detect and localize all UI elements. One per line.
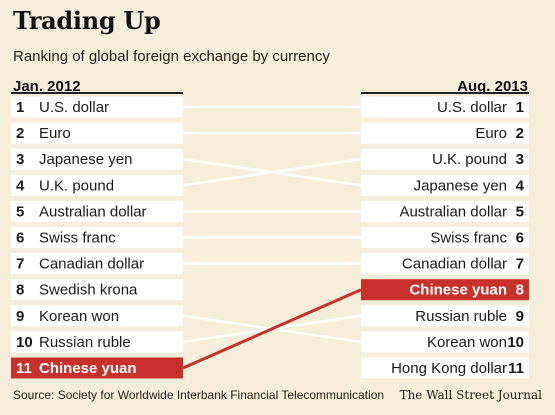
left-row-8 bbox=[11, 279, 183, 301]
left-rank-5: 5 bbox=[16, 203, 24, 220]
right-row-10 bbox=[361, 331, 529, 353]
right-row-8 bbox=[361, 279, 529, 301]
left-rank-4: 4 bbox=[16, 177, 25, 194]
left-row-6 bbox=[11, 227, 183, 248]
left-rank-6: 6 bbox=[16, 230, 24, 247]
chart-title: Trading Up bbox=[13, 6, 161, 35]
left-column-header: Jan. 2012 bbox=[13, 78, 81, 95]
right-rank-5: 5 bbox=[516, 203, 524, 220]
right-row-4 bbox=[361, 174, 529, 196]
left-currency-9: Korean won bbox=[39, 308, 119, 325]
right-row-2 bbox=[361, 122, 529, 144]
right-row-9 bbox=[361, 305, 529, 327]
link-line-chinese-yuan bbox=[182, 288, 362, 370]
right-row-11 bbox=[361, 357, 529, 379]
left-row-7 bbox=[11, 253, 183, 275]
right-currency-2: Euro bbox=[475, 125, 507, 142]
left-currency-3: Japanese yen bbox=[39, 151, 132, 168]
left-rank-7: 7 bbox=[16, 256, 24, 273]
left-rank-10: 10 bbox=[16, 334, 33, 351]
right-currency-11: Hong Kong dollar bbox=[391, 360, 507, 377]
right-rank-8: 8 bbox=[516, 282, 524, 299]
right-row-7 bbox=[361, 253, 529, 275]
publisher-credit: The Wall Street Journal bbox=[399, 388, 542, 402]
right-currency-7: Canadian dollar bbox=[402, 256, 507, 273]
right-column-header: Aug. 2013 bbox=[457, 78, 528, 95]
left-currency-11: Chinese yuan bbox=[39, 360, 137, 377]
right-currency-9: Russian ruble bbox=[415, 308, 507, 325]
left-row-1 bbox=[11, 96, 183, 118]
left-row-9 bbox=[11, 305, 183, 327]
right-row-6 bbox=[361, 227, 529, 248]
left-row-5 bbox=[11, 200, 183, 222]
left-row-10 bbox=[11, 331, 183, 353]
right-rank-9: 9 bbox=[516, 308, 524, 325]
left-rank-2: 2 bbox=[16, 125, 24, 142]
left-rank-8: 8 bbox=[16, 282, 24, 299]
right-currency-1: U.S. dollar bbox=[437, 99, 507, 116]
left-rank-9: 9 bbox=[16, 308, 24, 325]
chart-subtitle: Ranking of global foreign exchange by cu… bbox=[13, 48, 330, 65]
right-rank-4: 4 bbox=[516, 177, 525, 194]
right-rank-6: 6 bbox=[516, 230, 524, 247]
right-header-rule bbox=[361, 92, 529, 94]
left-currency-2: Euro bbox=[39, 125, 71, 142]
right-currency-10: Korean won bbox=[427, 334, 507, 351]
right-rank-3: 3 bbox=[516, 151, 524, 168]
left-row-2 bbox=[11, 122, 183, 144]
right-rank-1: 1 bbox=[516, 99, 524, 116]
left-rank-1: 1 bbox=[16, 99, 24, 116]
right-rank-11: 11 bbox=[508, 360, 524, 377]
right-currency-5: Australian dollar bbox=[399, 203, 507, 220]
left-row-3 bbox=[11, 148, 183, 170]
right-row-5 bbox=[361, 200, 529, 222]
left-rank-3: 3 bbox=[16, 151, 24, 168]
left-header-rule bbox=[11, 92, 183, 94]
left-currency-10: Russian ruble bbox=[39, 334, 131, 351]
left-currency-1: U.S. dollar bbox=[39, 99, 109, 116]
right-row-3 bbox=[361, 148, 529, 170]
left-row-4 bbox=[11, 174, 183, 196]
right-rank-2: 2 bbox=[516, 125, 524, 142]
left-currency-6: Swiss franc bbox=[39, 230, 116, 247]
source-note: Source: Society for Worldwide Interbank … bbox=[13, 388, 385, 402]
right-currency-8: Chinese yuan bbox=[409, 282, 507, 299]
right-currency-3: U.K. pound bbox=[432, 151, 507, 168]
left-currency-4: U.K. pound bbox=[39, 177, 114, 194]
right-row-1 bbox=[361, 96, 529, 118]
right-currency-4: Japanese yen bbox=[414, 177, 507, 194]
right-rank-10: 10 bbox=[507, 334, 524, 351]
left-currency-8: Swedish krona bbox=[39, 282, 138, 299]
left-rank-11: 11 bbox=[16, 360, 32, 377]
right-currency-6: Swiss franc bbox=[430, 230, 507, 247]
right-rank-7: 7 bbox=[516, 256, 524, 273]
left-currency-5: Australian dollar bbox=[39, 203, 147, 220]
left-row-11 bbox=[11, 357, 183, 379]
left-currency-7: Canadian dollar bbox=[39, 256, 144, 273]
link-line-u-k-pound bbox=[182, 158, 362, 187]
